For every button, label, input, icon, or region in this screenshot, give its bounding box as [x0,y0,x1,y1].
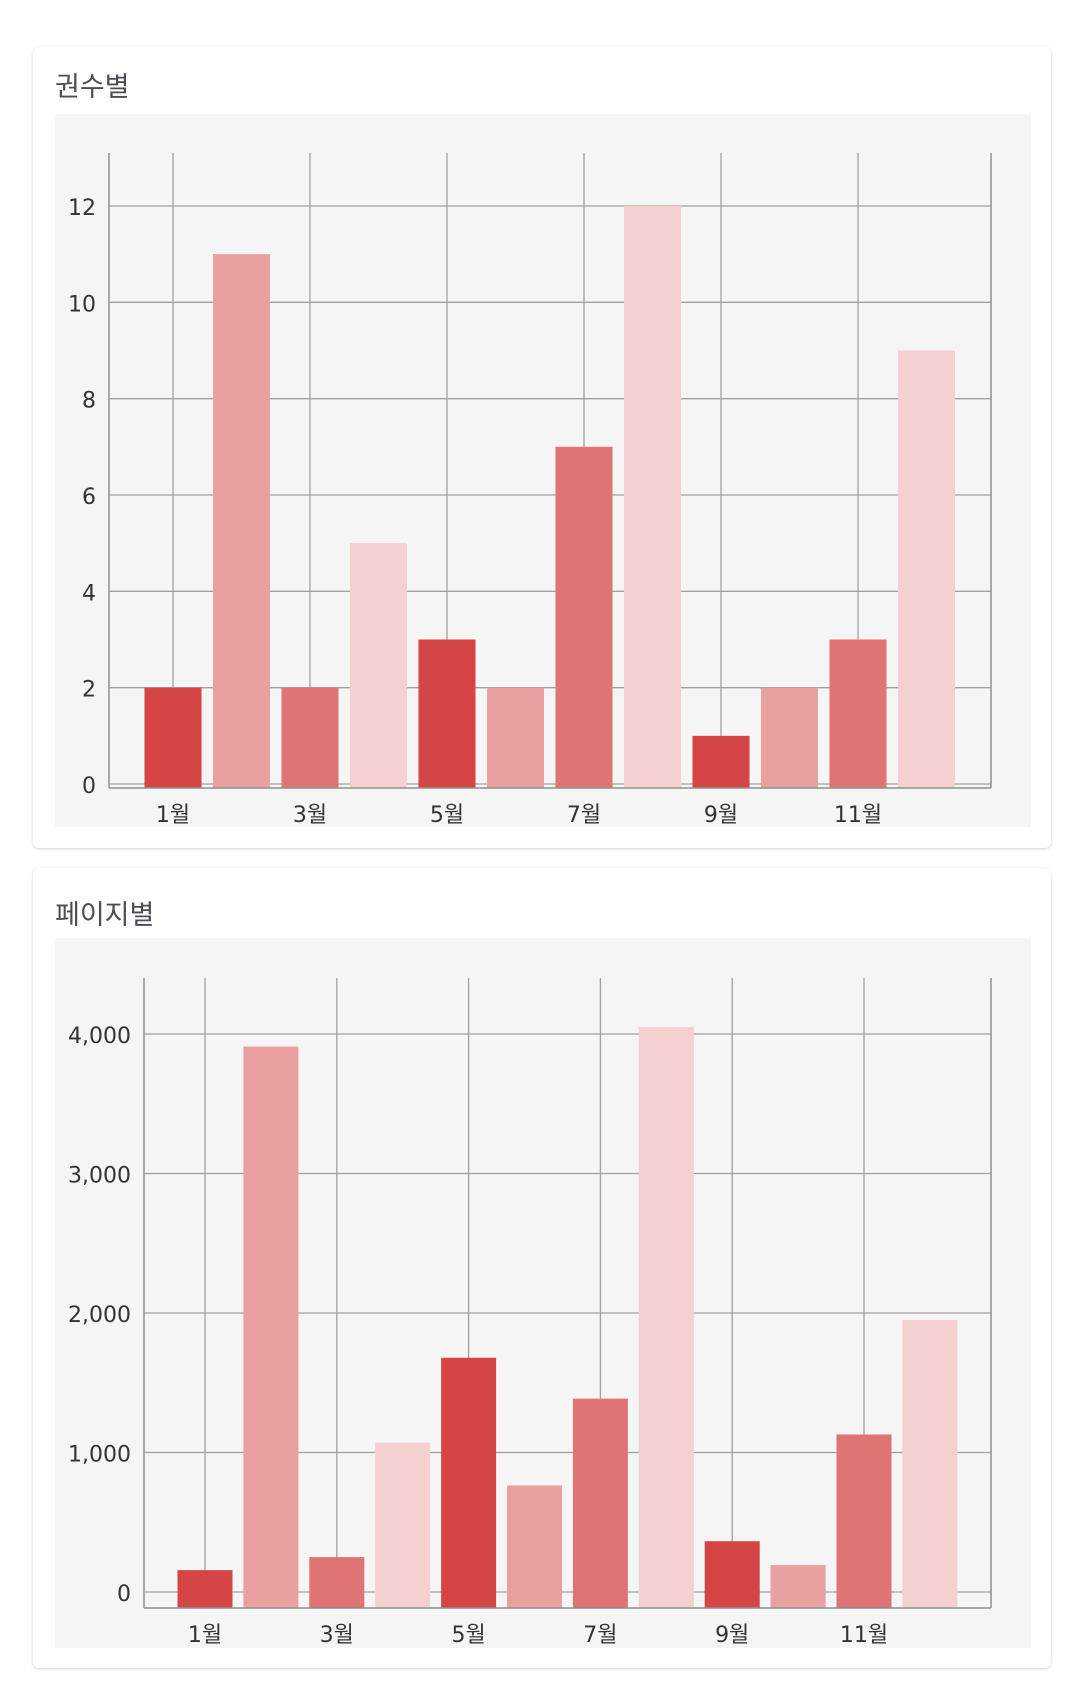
x-tick-label: 5월 [430,803,464,828]
bar-9월 [692,735,750,788]
bar-5월 [418,639,476,788]
x-tick-label: 7월 [583,1623,617,1648]
bar-9월 [704,1541,760,1608]
x-tick-label: 3월 [320,1623,354,1648]
x-tick-label: 9월 [715,1623,749,1648]
bar-11월 [829,639,887,788]
bar-10월 [761,687,818,788]
bar-12월 [902,1319,958,1608]
bar-7월 [555,446,613,788]
y-tick-label: 4 [82,581,96,606]
y-tick-label: 3,000 [68,1164,131,1189]
chart-1: 0 1,000 2,000 3,000 4,000 1월 3월 5월 7월 9월 11월 [55,938,1031,1648]
bar-3월 [281,687,339,788]
y-tick-label: 1,000 [68,1443,131,1468]
bar-1월 [144,687,202,788]
chart-title: 권수별 [55,72,130,103]
y-tick-label: 2,000 [68,1303,131,1328]
bar-5월 [441,1357,497,1608]
chart-0: 0 2 4 6 8 10 12 1월 3월 5월 7월 9월 11월 [55,114,1031,828]
x-tick-label: 5월 [451,1623,485,1648]
bar-7월 [572,1398,628,1608]
chart-title: 페이지별 [55,900,155,931]
bar-8월 [638,1027,694,1608]
y-tick-label: 12 [68,196,96,221]
y-tick-label: 6 [82,485,96,510]
bar-11월 [836,1434,892,1608]
bar-2월 [243,1046,299,1608]
x-tick-label: 3월 [293,803,327,828]
x-tick-label: 11월 [840,1623,888,1648]
y-tick-label: 2 [82,678,96,703]
y-tick-label: 0 [82,774,96,799]
bar-6월 [507,1485,562,1608]
bar-6월 [487,687,544,788]
bar-1월 [177,1570,233,1608]
bar-12월 [898,350,955,788]
x-tick-label: 9월 [704,803,738,828]
y-tick-label: 10 [68,292,96,317]
bar-4월 [350,543,407,788]
y-tick-label: 8 [82,389,96,414]
bar-10월 [770,1565,826,1608]
y-tick-label: 4,000 [68,1024,131,1049]
x-tick-label: 11월 [834,803,882,828]
bar-3월 [309,1557,365,1608]
y-tick-label: 0 [117,1582,131,1607]
bar-2월 [213,254,270,788]
x-tick-label: 1월 [188,1623,222,1648]
x-tick-label: 1월 [156,803,190,828]
x-tick-label: 7월 [567,803,601,828]
bar-8월 [624,206,681,788]
bar-4월 [375,1442,431,1608]
